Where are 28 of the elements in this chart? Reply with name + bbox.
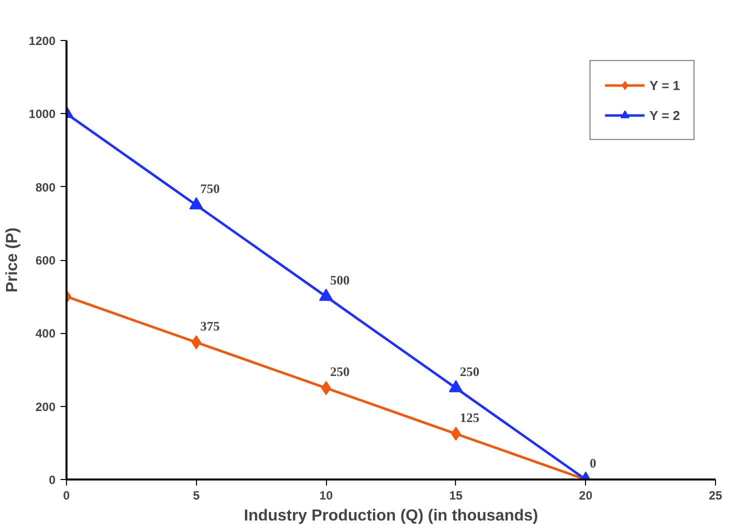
data-label: 250	[460, 364, 480, 380]
y-tick-label: 600	[35, 254, 56, 268]
y-tick-label: 200	[35, 400, 56, 414]
x-tick-label: 25	[708, 488, 722, 502]
y-tick-label: 400	[35, 326, 56, 341]
data-label: 250	[330, 364, 350, 380]
y-tick-label: 1000	[28, 107, 56, 122]
data-label: 500	[330, 272, 350, 288]
y-tick-label: 0	[48, 473, 56, 487]
x-tick-label: 20	[579, 488, 593, 502]
point	[191, 335, 202, 350]
y-axis-title: Price (P)	[4, 228, 21, 292]
x-tick-label: 15	[449, 488, 463, 502]
data-label: 125	[460, 410, 480, 425]
y-tick-label: 800	[35, 180, 56, 194]
data-label: 750	[200, 181, 220, 196]
point	[448, 380, 463, 392]
x-tick-label: 0	[63, 488, 70, 502]
point	[189, 197, 204, 210]
data-label: 375	[200, 318, 220, 334]
x-tick-label: 5	[192, 488, 200, 502]
legend-label: Y = 1	[650, 78, 680, 92]
x-tick-label: 10	[319, 488, 334, 502]
y-tick-label: 1200	[28, 34, 56, 48]
x-axis-title: Industry Production (Q) (in thousands)	[244, 508, 538, 524]
data-label: 0	[590, 456, 596, 470]
legend-label: Y = 2	[650, 108, 680, 122]
point	[319, 288, 334, 301]
